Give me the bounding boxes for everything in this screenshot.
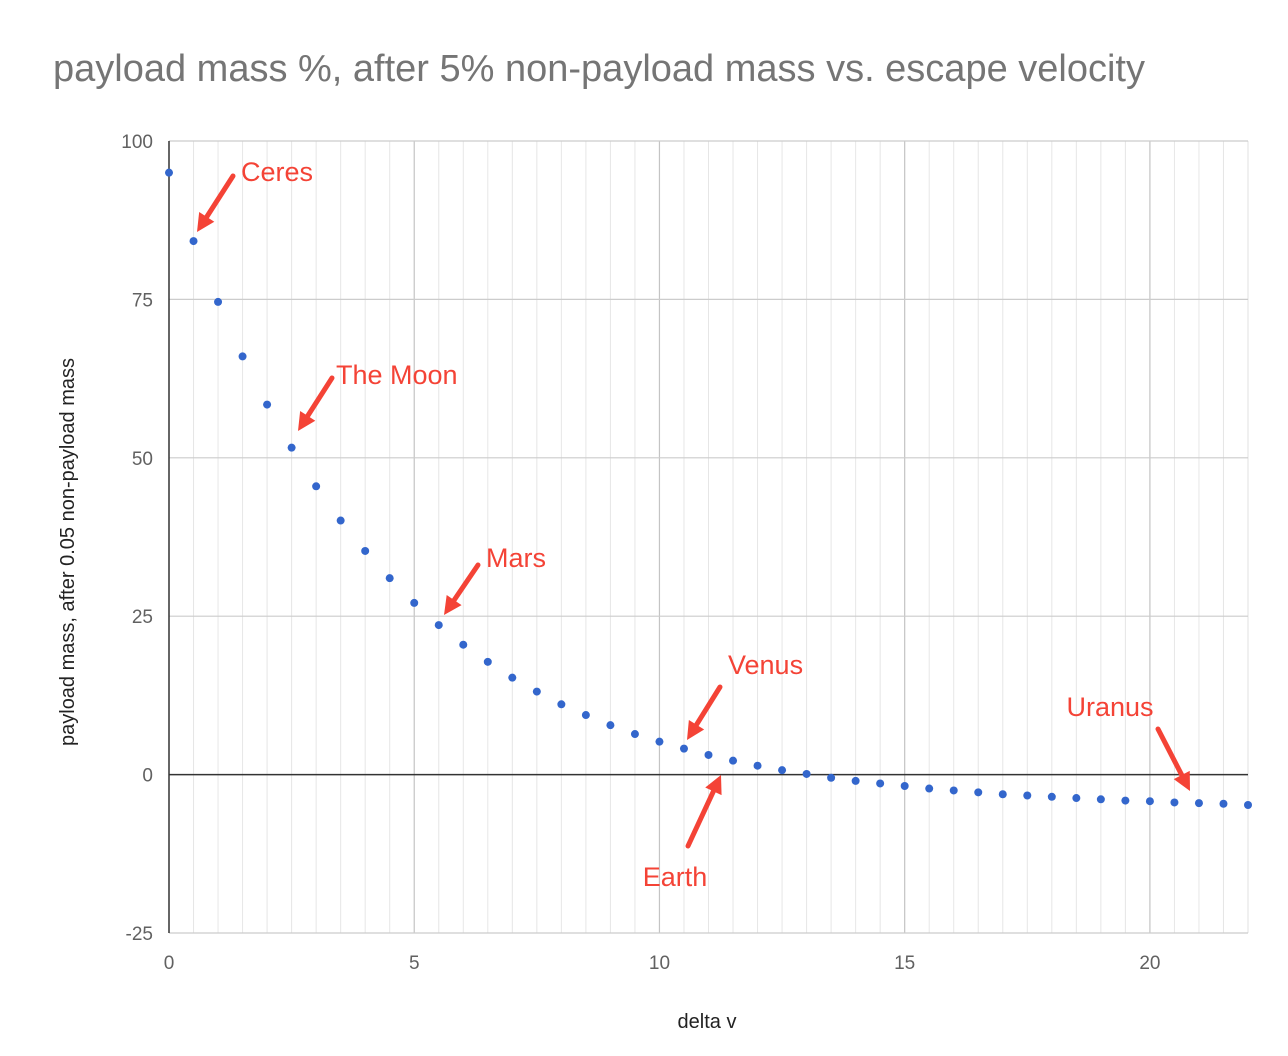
data-point (1023, 791, 1032, 800)
annotations: Ceres The Moon Mars Venus Earth Uranus (197, 157, 1190, 892)
annotation-label: Earth (643, 862, 708, 892)
data-point (1244, 801, 1252, 810)
data-point (974, 788, 983, 797)
data-point (189, 237, 198, 246)
x-tick-label: 20 (1139, 953, 1160, 974)
data-point (434, 621, 443, 630)
annotation-arrow-head (1173, 770, 1190, 791)
data-point (361, 546, 370, 555)
data-point (802, 769, 811, 778)
data-point (263, 400, 272, 409)
y-tick-label: 25 (132, 607, 153, 628)
y-tick-label: -25 (126, 924, 153, 945)
data-point (679, 744, 688, 753)
y-tick-label: 100 (121, 132, 153, 153)
data-point (876, 779, 885, 788)
annotation-arrow-head (687, 719, 705, 740)
annotation-arrow-head (444, 595, 462, 615)
data-point (410, 598, 419, 607)
data-point (1219, 799, 1228, 808)
data-points (165, 168, 1252, 810)
data-point (630, 730, 639, 739)
annotation-label: Mars (486, 543, 546, 573)
x-tick-label: 10 (649, 953, 670, 974)
annotation-label: The Moon (336, 360, 458, 390)
annotation-arrow-head (197, 211, 215, 232)
data-point (214, 297, 223, 306)
data-point (1145, 797, 1154, 806)
data-point (385, 574, 394, 583)
grid (169, 140, 1249, 934)
annotation-arrow-shaft (305, 375, 335, 419)
data-point (1096, 795, 1105, 804)
y-tick-label: 50 (132, 449, 153, 470)
data-point (1047, 792, 1056, 801)
axes: 0 5 10 15 20 -25 0 25 50 75 100 (121, 132, 1248, 974)
annotation-arrow-shaft (204, 173, 236, 220)
data-point (925, 784, 934, 793)
data-point (1072, 794, 1081, 803)
annotation-label: Venus (728, 650, 803, 680)
data-point (1194, 799, 1203, 808)
data-point (532, 687, 541, 696)
x-axis-title: delta v (678, 1011, 737, 1033)
data-point (753, 761, 762, 770)
annotation-label: Ceres (241, 157, 313, 187)
x-tick-label: 15 (894, 953, 915, 974)
data-point (459, 640, 468, 649)
data-point (998, 790, 1007, 799)
data-point (778, 766, 787, 775)
data-point (336, 516, 345, 525)
data-point (827, 773, 836, 782)
data-point (165, 168, 173, 177)
data-point (900, 782, 909, 791)
annotation-arrow-shaft (685, 788, 716, 849)
data-point (557, 700, 566, 709)
data-point (287, 443, 296, 452)
y-axis-title: payload mass, after 0.05 non-payload mas… (57, 358, 79, 746)
data-point (729, 756, 738, 765)
annotation-arrow-head (298, 410, 316, 431)
data-point (949, 786, 958, 795)
annotation-arrow-shaft (694, 684, 723, 728)
data-point (1121, 796, 1130, 805)
chart-title: payload mass %, after 5% non-payload mas… (53, 48, 1145, 90)
data-point (655, 737, 664, 746)
data-point (238, 352, 247, 361)
annotation-arrow-shaft (1155, 726, 1185, 778)
data-point (581, 711, 590, 720)
y-tick-label: 0 (142, 766, 153, 787)
x-tick-label: 5 (409, 953, 420, 974)
annotation-label: Uranus (1066, 692, 1153, 722)
data-point (1170, 798, 1179, 807)
data-point (851, 776, 860, 785)
y-tick-label: 75 (132, 290, 153, 311)
data-point (312, 482, 321, 491)
x-tick-label: 0 (164, 953, 175, 974)
data-point (704, 750, 713, 759)
annotation-arrow-head (705, 775, 722, 796)
data-point (483, 657, 492, 666)
annotation-arrow-shaft (451, 562, 481, 603)
data-point (508, 673, 517, 682)
data-point (606, 721, 615, 730)
